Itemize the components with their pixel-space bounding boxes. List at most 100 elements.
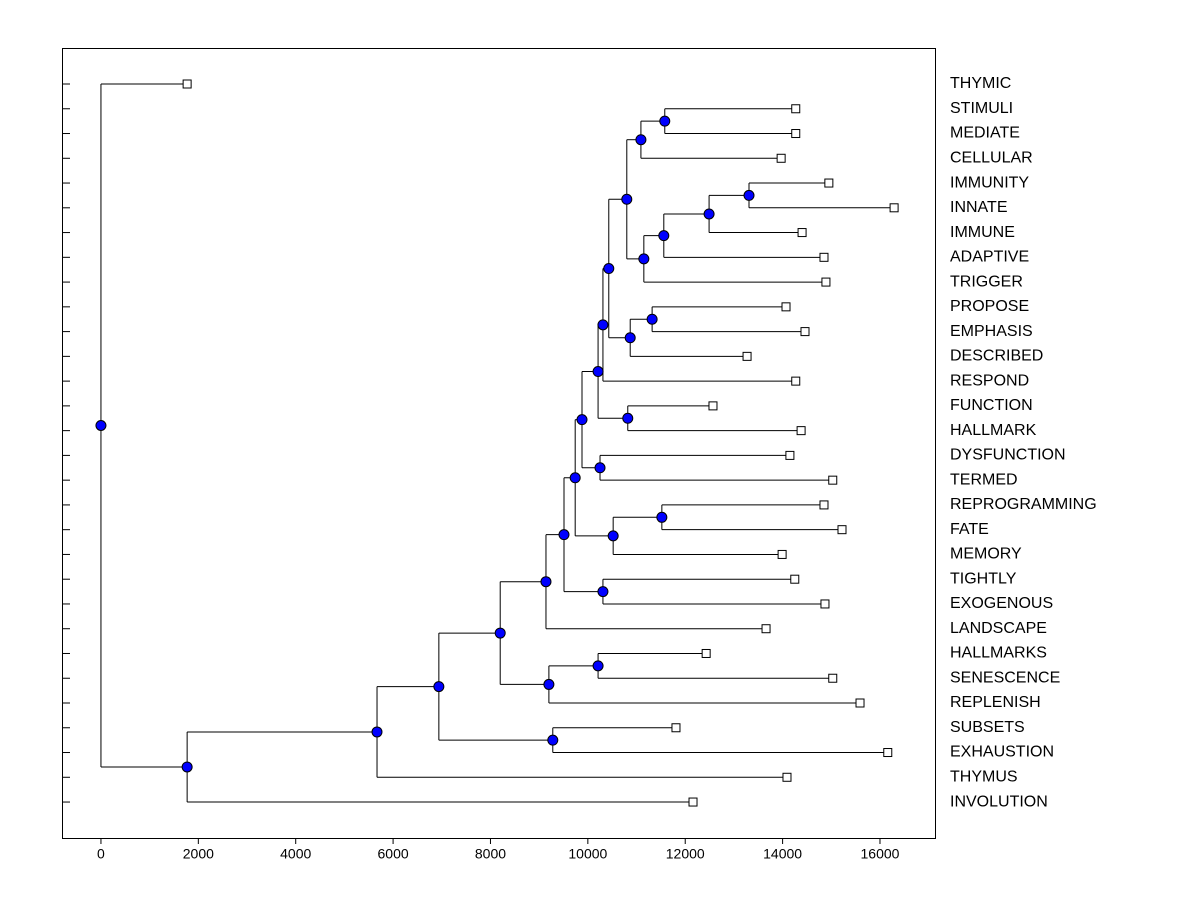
leaf-label: DESCRIBED (950, 348, 1043, 365)
leaf-marker (883, 748, 893, 758)
leaf-marker (821, 277, 831, 287)
leaf-label: REPROGRAMMING (950, 496, 1097, 513)
leaf-marker (688, 797, 698, 807)
node-marker (181, 761, 193, 773)
node-marker (543, 678, 555, 690)
node-marker (494, 627, 506, 639)
node-marker (594, 462, 606, 474)
leaf-marker (855, 698, 865, 708)
leaf-marker (828, 673, 838, 683)
leaf-label: EXHAUSTION (950, 744, 1054, 761)
leaf-marker (790, 574, 800, 584)
leaf-marker (791, 376, 801, 386)
node-marker (607, 530, 619, 542)
leaf-label: RESPOND (950, 372, 1029, 389)
leaf-label: HALLMARKS (950, 645, 1047, 662)
leaf-label: FATE (950, 521, 989, 538)
node-marker (371, 726, 383, 738)
node-marker (638, 253, 650, 265)
leaf-label: MEDIATE (950, 125, 1020, 142)
leaf-label: SUBSETS (950, 719, 1025, 736)
leaf-label: HALLMARK (950, 422, 1037, 439)
leaf-label: STIMULI (950, 100, 1013, 117)
node-marker (540, 576, 552, 588)
leaf-marker (182, 79, 192, 89)
node-marker (592, 660, 604, 672)
leaf-label: TERMED (950, 471, 1018, 488)
leaf-marker (791, 129, 801, 139)
x-tick-label: 16000 (861, 846, 900, 862)
leaf-label: EXOGENOUS (950, 595, 1053, 612)
node-marker (95, 419, 107, 431)
x-tick-label: 2000 (183, 846, 214, 862)
node-marker (433, 681, 445, 693)
leaf-marker (777, 549, 787, 559)
node-marker (621, 193, 633, 205)
leaf-marker (889, 203, 899, 213)
leaf-marker (791, 104, 801, 114)
node-marker (592, 366, 604, 378)
leaf-label: THYMIC (950, 75, 1011, 92)
leaf-label: INNATE (950, 199, 1007, 216)
x-tick-label: 0 (97, 846, 105, 862)
leaf-label: EMPHASIS (950, 323, 1033, 340)
leaf-marker (824, 178, 834, 188)
node-marker (658, 230, 670, 242)
node-marker (547, 734, 559, 746)
leaf-marker (796, 426, 806, 436)
leaf-marker (708, 401, 718, 411)
x-tick-label: 14000 (763, 846, 802, 862)
leaf-label: MEMORY (950, 546, 1022, 563)
leaf-marker (671, 723, 681, 733)
x-tick-label: 10000 (568, 846, 607, 862)
x-tick-label: 8000 (475, 846, 506, 862)
node-marker (659, 115, 671, 127)
node-marker (603, 263, 615, 275)
leaf-label: IMMUNITY (950, 174, 1029, 191)
leaf-marker (742, 351, 752, 361)
node-marker (622, 412, 634, 424)
node-marker (558, 529, 570, 541)
leaf-label: DYSFUNCTION (950, 447, 1066, 464)
leaf-marker (782, 772, 792, 782)
leaf-label: SENESCENCE (950, 669, 1060, 686)
leaf-label: IMMUNE (950, 224, 1015, 241)
node-marker (624, 332, 636, 344)
leaf-label: THYMUS (950, 768, 1018, 785)
leaf-marker (776, 153, 786, 163)
x-tick-label: 6000 (378, 846, 409, 862)
node-marker (569, 472, 581, 484)
leaf-marker (781, 302, 791, 312)
leaf-marker (785, 450, 795, 460)
node-marker (646, 313, 658, 325)
leaf-label: LANDSCAPE (950, 620, 1047, 637)
leaf-marker (761, 624, 771, 634)
leaf-label: FUNCTION (950, 397, 1033, 414)
node-marker (656, 511, 668, 523)
node-marker (597, 586, 609, 598)
leaf-label: TRIGGER (950, 273, 1023, 290)
node-marker (743, 189, 755, 201)
node-marker (597, 319, 609, 331)
leaf-marker (837, 525, 847, 535)
leaf-marker (828, 475, 838, 485)
x-tick-label: 4000 (280, 846, 311, 862)
leaf-label: REPLENISH (950, 694, 1041, 711)
node-marker (703, 208, 715, 220)
leaf-label: INVOLUTION (950, 793, 1048, 810)
node-marker (635, 134, 647, 146)
leaf-label: CELLULAR (950, 149, 1033, 166)
leaf-label: ADAPTIVE (950, 249, 1029, 266)
plot-frame (62, 48, 936, 839)
leaf-marker (800, 327, 810, 337)
leaf-marker (797, 228, 807, 238)
leaf-label: PROPOSE (950, 298, 1029, 315)
leaf-marker (701, 648, 711, 658)
node-marker (576, 414, 588, 426)
leaf-label: TIGHTLY (950, 570, 1017, 587)
leaf-marker (819, 252, 829, 262)
x-tick-label: 12000 (666, 846, 705, 862)
leaf-marker (819, 500, 829, 510)
leaf-marker (820, 599, 830, 609)
